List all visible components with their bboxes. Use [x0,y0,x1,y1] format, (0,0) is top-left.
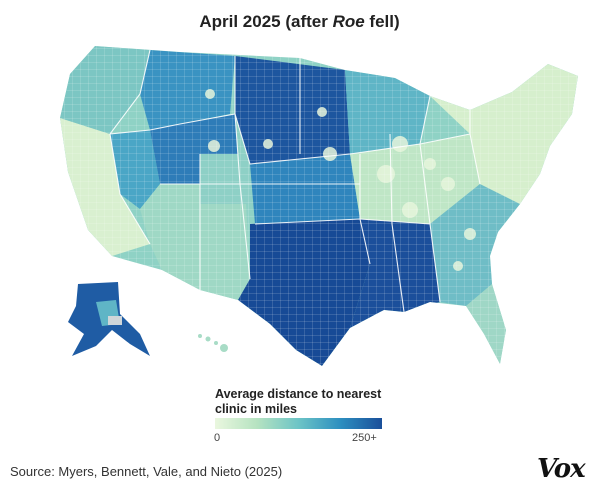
us-county-map [60,46,578,366]
legend-color-ramp [215,418,382,429]
legend-max-label: 250+ [352,432,377,444]
hawaii [198,334,228,352]
vox-logo: Vox [537,454,586,484]
legend-min-label: 0 [214,432,221,444]
source-note: Source: Myers, Bennett, Vale, and Nieto … [10,464,283,479]
alaska [68,282,150,356]
legend-title: Average distance to nearest clinic in mi… [215,387,382,416]
state-borders [109,49,481,313]
map-title: April 2025 (after Roe fell) [199,12,400,31]
